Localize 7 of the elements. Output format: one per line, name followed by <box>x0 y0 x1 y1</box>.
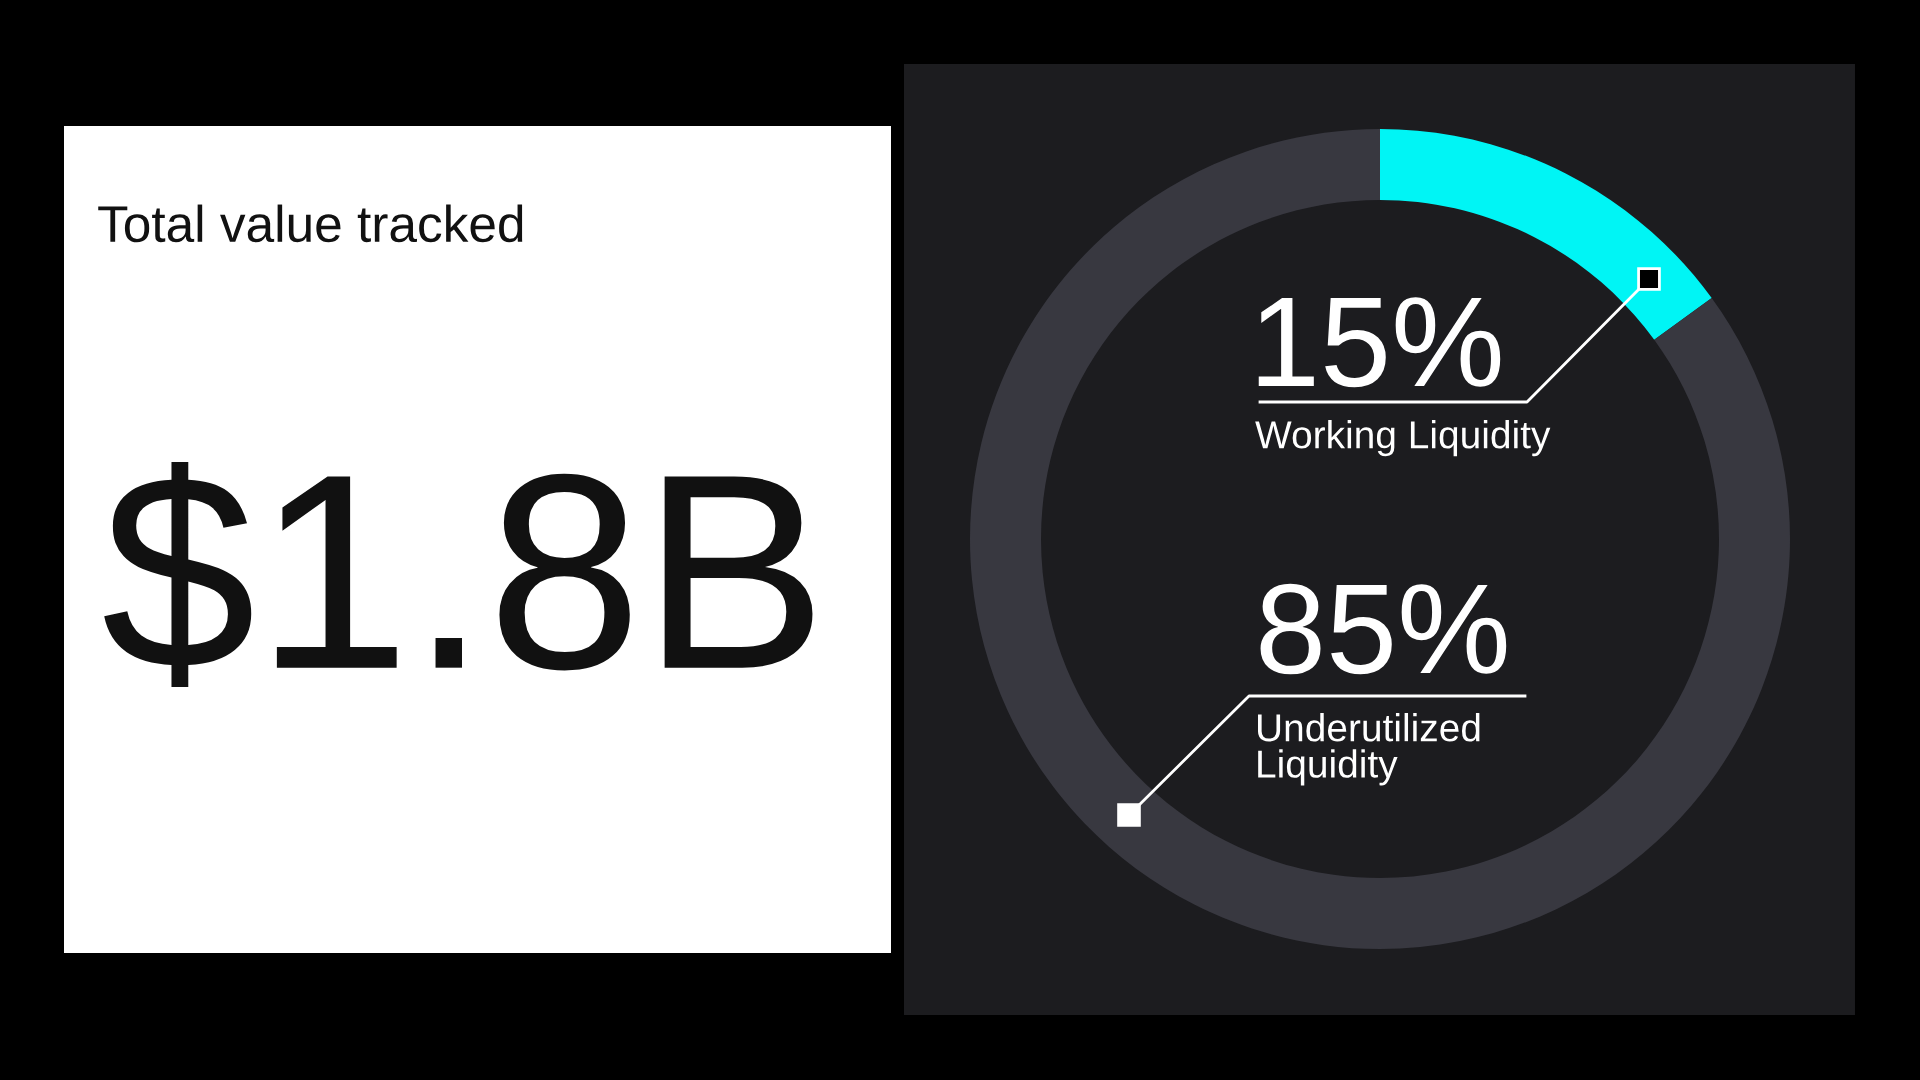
data-label: 15% <box>1258 297 1501 388</box>
data-label: 85% <box>1260 583 1507 675</box>
slice-label: Underutilized Liquidity <box>1258 713 1480 786</box>
slice-label: Working Liquidity <box>1255 420 1551 457</box>
donut-slice <box>970 129 1790 949</box>
text: $1.8B <box>104 462 813 687</box>
text: Total value tracked <box>98 204 523 243</box>
